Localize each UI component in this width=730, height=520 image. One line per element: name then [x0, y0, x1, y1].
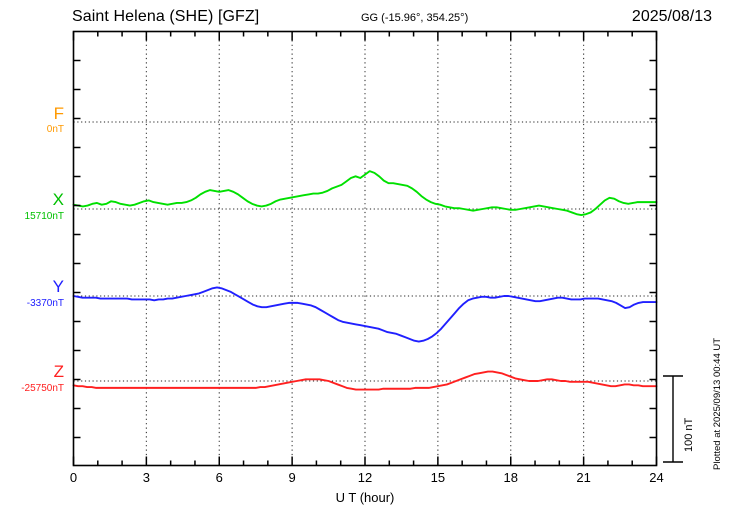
x-tick-label-15: 15 — [430, 470, 446, 485]
scale-bar-icon — [663, 375, 683, 463]
component-label-z: Z — [53, 362, 64, 381]
trace-z — [72, 370, 658, 391]
plot-frame — [72, 30, 658, 467]
x-tick-label-12: 12 — [357, 470, 373, 485]
observation-date: 2025/08/13 — [631, 8, 712, 25]
station-title: Saint Helena (SHE) [GFZ] — [72, 8, 260, 25]
right-axis-ticks — [649, 59, 657, 439]
component-label-f: F — [53, 104, 64, 123]
x-axis-title: U T (hour) — [335, 490, 395, 505]
component-label-x: X — [52, 190, 64, 209]
x-tick-label-6: 6 — [215, 470, 223, 485]
vertical-gridlines — [145, 31, 585, 466]
data-traces — [72, 170, 658, 391]
left-axis-ticks — [73, 59, 81, 439]
component-baseline-z: -25750nT — [21, 383, 64, 394]
trace-y — [72, 286, 658, 343]
bottom-axis-ticks — [72, 456, 658, 466]
x-tick-label-9: 9 — [288, 470, 296, 485]
geographic-coordinates: GG (-15.96°, 354.25°) — [361, 12, 469, 24]
x-tick-label-21: 21 — [576, 470, 591, 485]
component-baseline-x: 15710nT — [24, 211, 64, 222]
top-axis-ticks — [72, 31, 658, 41]
component-baseline-y: -3370nT — [26, 298, 64, 309]
plotted-at-label: Plotted at 2025/09/13 00:44 UT — [712, 337, 723, 470]
x-tick-label-18: 18 — [503, 470, 518, 485]
trace-x — [72, 170, 658, 216]
component-label-y: Y — [52, 277, 64, 296]
x-tick-label-24: 24 — [649, 470, 664, 485]
component-baseline-f: 0nT — [46, 124, 64, 135]
x-tick-label-0: 0 — [69, 470, 78, 485]
scale-bar-label: 100 nT — [683, 417, 695, 452]
x-tick-label-3: 3 — [142, 470, 150, 485]
